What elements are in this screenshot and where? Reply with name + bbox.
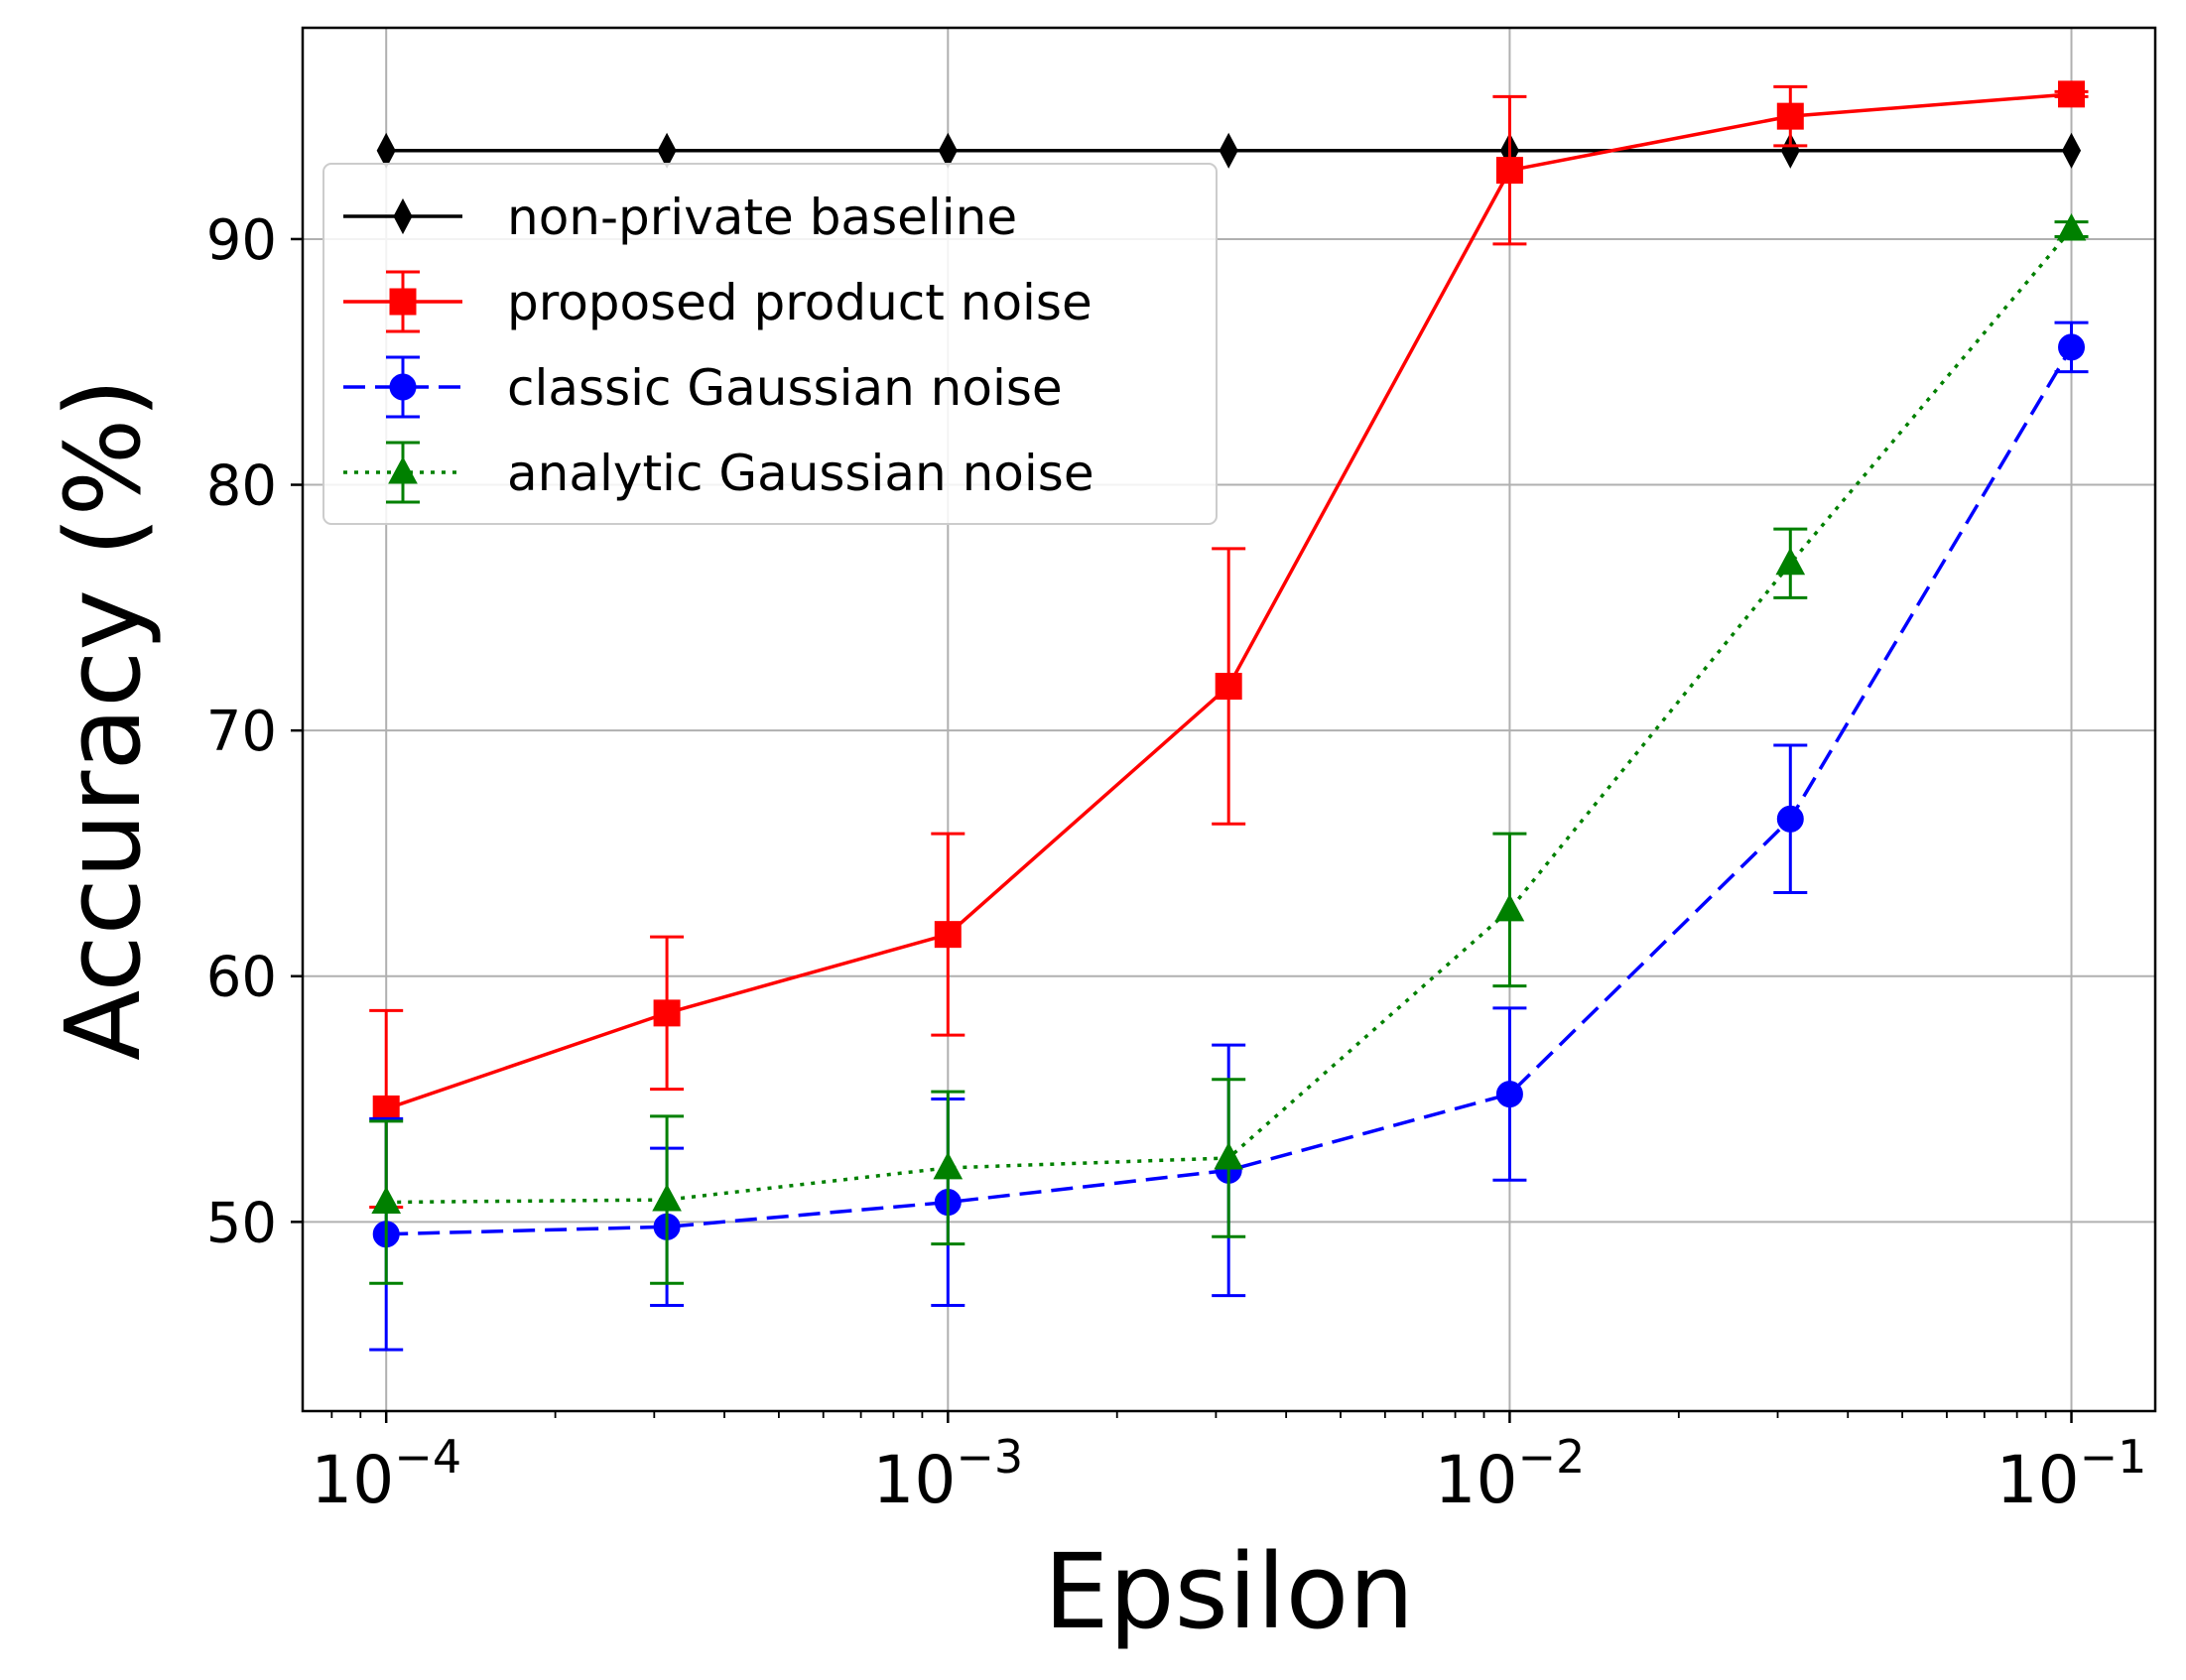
legend-item: classic Gaussian noise	[343, 355, 1063, 419]
y-axis-label: Accuracy (%)	[43, 378, 164, 1061]
legend-marker	[389, 373, 417, 401]
legend: non-private baseline proposed product noi…	[322, 163, 1218, 525]
data-point	[2058, 333, 2086, 361]
data-point	[653, 999, 681, 1027]
legend-box	[322, 163, 1218, 525]
plot-frame	[301, 26, 2157, 1413]
data-point	[1495, 157, 1523, 185]
series	[369, 80, 2089, 1352]
data-point	[371, 1186, 402, 1215]
legend-label: non-private baseline	[507, 189, 1017, 246]
data-point	[934, 921, 962, 949]
legend-label: analytic Gaussian noise	[507, 445, 1094, 502]
legend-item: non-private baseline	[343, 189, 1017, 246]
x-tick-label: 10−4	[311, 1430, 461, 1518]
data-point	[1219, 132, 1238, 169]
data-point	[652, 1184, 682, 1212]
x-tick-label: 10−3	[872, 1430, 1023, 1518]
x-tick-label: 10−2	[1435, 1430, 1586, 1518]
series-analytic-gaussian-noise	[369, 212, 2089, 1285]
legend-marker	[388, 455, 418, 484]
data-point	[933, 1151, 964, 1180]
data-point	[2058, 80, 2086, 108]
legend-marker	[393, 197, 413, 235]
legend-marker	[389, 288, 417, 316]
y-tick-label: 50	[206, 1191, 277, 1255]
x-axis-label: Epsilon	[1044, 1531, 1414, 1652]
x-tick-label: 10−1	[1996, 1430, 2147, 1518]
series-proposed-product-noise	[369, 80, 2089, 1209]
y-tick-label: 90	[206, 208, 277, 273]
y-tick-label: 80	[206, 454, 277, 519]
legend-label: proposed product noise	[507, 274, 1093, 331]
data-point	[1215, 673, 1242, 701]
data-point	[1494, 893, 1525, 922]
data-point	[2061, 132, 2082, 169]
data-point	[1214, 1141, 1244, 1170]
legend-item: analytic Gaussian noise	[343, 441, 1094, 504]
data-point	[1775, 547, 1806, 576]
y-tick-label: 60	[206, 946, 277, 1010]
series-non-private-baseline	[376, 132, 2082, 169]
data-point	[1776, 805, 1804, 833]
ticks: 50 60 70 80 90 10−4 10−3 10−2 10−1	[206, 208, 2147, 1518]
minor-ticks	[330, 1411, 2047, 1418]
legend-item: proposed product noise	[343, 270, 1093, 333]
data-point	[1495, 1081, 1523, 1108]
y-tick-label: 70	[206, 700, 277, 764]
data-point	[1776, 102, 1804, 130]
data-point	[2056, 212, 2087, 241]
legend-label: classic Gaussian noise	[507, 359, 1063, 417]
